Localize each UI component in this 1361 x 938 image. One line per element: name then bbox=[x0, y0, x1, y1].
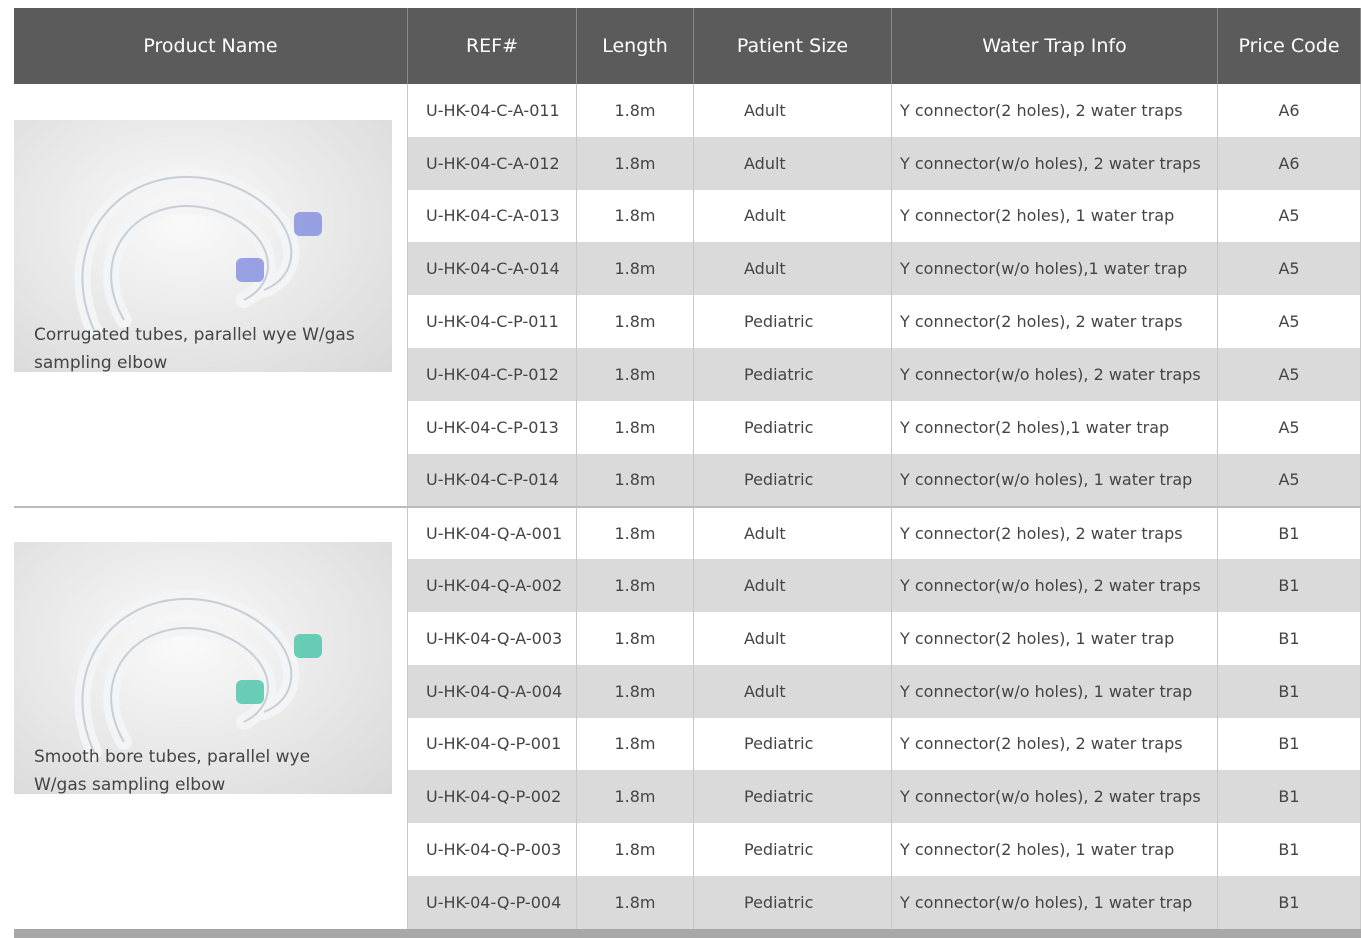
table-cell: U-HK-04-Q-A-003 bbox=[408, 612, 577, 665]
table-cell: B1 bbox=[1218, 876, 1361, 929]
table-cell: 1.8m bbox=[577, 770, 694, 823]
table-cell: Y connector(2 holes),1 water trap bbox=[892, 401, 1218, 454]
table-cell: B1 bbox=[1218, 718, 1361, 771]
table-cell: A6 bbox=[1218, 137, 1361, 190]
table-cell: U-HK-04-C-A-011 bbox=[408, 84, 577, 137]
bottom-rule bbox=[14, 929, 1361, 938]
table-cell: U-HK-04-Q-P-002 bbox=[408, 770, 577, 823]
table-cell: 1.8m bbox=[577, 137, 694, 190]
header-cell: Product Name bbox=[14, 8, 408, 84]
table-cell: U-HK-04-C-P-012 bbox=[408, 348, 577, 401]
table-cell: B1 bbox=[1218, 506, 1361, 559]
table-cell: Adult bbox=[694, 665, 892, 718]
table-cell: B1 bbox=[1218, 612, 1361, 665]
table-cell: A5 bbox=[1218, 242, 1361, 295]
table-cell: 1.8m bbox=[577, 612, 694, 665]
table-cell: 1.8m bbox=[577, 665, 694, 718]
table-cell: 1.8m bbox=[577, 506, 694, 559]
table-cell: 1.8m bbox=[577, 348, 694, 401]
table-cell: U-HK-04-C-P-011 bbox=[408, 295, 577, 348]
table-cell: Adult bbox=[694, 137, 892, 190]
table-cell: Y connector(2 holes), 2 water traps bbox=[892, 84, 1218, 137]
table-cell: A5 bbox=[1218, 454, 1361, 507]
table-cell: 1.8m bbox=[577, 401, 694, 454]
table-cell: 1.8m bbox=[577, 559, 694, 612]
table-cell: 1.8m bbox=[577, 190, 694, 243]
table-cell: U-HK-04-Q-A-004 bbox=[408, 665, 577, 718]
table-cell: Y connector(w/o holes),1 water trap bbox=[892, 242, 1218, 295]
table-cell: Y connector(2 holes), 1 water trap bbox=[892, 612, 1218, 665]
table-cell: Y connector(w/o holes), 1 water trap bbox=[892, 876, 1218, 929]
table-cell: Y connector(2 holes), 2 water traps bbox=[892, 295, 1218, 348]
table-cell: Y connector(w/o holes), 1 water trap bbox=[892, 454, 1218, 507]
page: Product NameREF#LengthPatient SizeWater … bbox=[0, 0, 1361, 938]
table-cell: U-HK-04-Q-A-001 bbox=[408, 506, 577, 559]
table-cell: B1 bbox=[1218, 823, 1361, 876]
table-cell: Y connector(w/o holes), 2 water traps bbox=[892, 559, 1218, 612]
header-cell: Length bbox=[577, 8, 694, 84]
table-cell: B1 bbox=[1218, 665, 1361, 718]
table-cell: B1 bbox=[1218, 559, 1361, 612]
table-cell: Y connector(2 holes), 1 water trap bbox=[892, 823, 1218, 876]
table-cell: Pediatric bbox=[694, 348, 892, 401]
table-cell: Pediatric bbox=[694, 770, 892, 823]
table-cell: 1.8m bbox=[577, 876, 694, 929]
table-cell: Pediatric bbox=[694, 718, 892, 771]
table-cell: Adult bbox=[694, 559, 892, 612]
table-cell: Pediatric bbox=[694, 876, 892, 929]
table-cell: Y connector(2 holes), 2 water traps bbox=[892, 718, 1218, 771]
table-cell: U-HK-04-C-A-013 bbox=[408, 190, 577, 243]
table-cell: Adult bbox=[694, 612, 892, 665]
table-cell: Y connector(2 holes), 1 water trap bbox=[892, 190, 1218, 243]
table-cell: B1 bbox=[1218, 770, 1361, 823]
table-cell: U-HK-04-Q-P-004 bbox=[408, 876, 577, 929]
product-description: Corrugated tubes, parallel wye W/gas sam… bbox=[34, 321, 364, 381]
table-cell: A5 bbox=[1218, 295, 1361, 348]
table-cell: 1.8m bbox=[577, 718, 694, 771]
table-cell: Y connector(w/o holes), 1 water trap bbox=[892, 665, 1218, 718]
table-cell: U-HK-04-C-P-014 bbox=[408, 454, 577, 507]
table-cell: Y connector(2 holes), 2 water traps bbox=[892, 506, 1218, 559]
header-cell: Water Trap Info bbox=[892, 8, 1218, 84]
table-cell: U-HK-04-C-A-014 bbox=[408, 242, 577, 295]
table-cell: A5 bbox=[1218, 348, 1361, 401]
table-cell: Y connector(w/o holes), 2 water traps bbox=[892, 137, 1218, 190]
table-cell: Pediatric bbox=[694, 454, 892, 507]
table-cell: Y connector(w/o holes), 2 water traps bbox=[892, 348, 1218, 401]
table-cell: A5 bbox=[1218, 190, 1361, 243]
table-cell: U-HK-04-Q-P-003 bbox=[408, 823, 577, 876]
header-cell: Patient Size bbox=[694, 8, 892, 84]
table-cell: 1.8m bbox=[577, 242, 694, 295]
table-cell: Adult bbox=[694, 84, 892, 137]
table-cell: U-HK-04-C-P-013 bbox=[408, 401, 577, 454]
header-cell: Price Code bbox=[1218, 8, 1361, 84]
table-cell: A6 bbox=[1218, 84, 1361, 137]
table-cell: Adult bbox=[694, 190, 892, 243]
table-cell: Y connector(w/o holes), 2 water traps bbox=[892, 770, 1218, 823]
table-cell: Pediatric bbox=[694, 401, 892, 454]
header-cell: REF# bbox=[408, 8, 577, 84]
table-cell: U-HK-04-C-A-012 bbox=[408, 137, 577, 190]
table-cell: Pediatric bbox=[694, 295, 892, 348]
table-cell: 1.8m bbox=[577, 84, 694, 137]
table-cell: 1.8m bbox=[577, 823, 694, 876]
table-cell: Pediatric bbox=[694, 823, 892, 876]
table-cell: 1.8m bbox=[577, 295, 694, 348]
table-cell: 1.8m bbox=[577, 454, 694, 507]
table-cell: Adult bbox=[694, 506, 892, 559]
product-description: Smooth bore tubes, parallel wye W/gas sa… bbox=[34, 743, 364, 803]
table-cell: U-HK-04-Q-P-001 bbox=[408, 718, 577, 771]
table-cell: Adult bbox=[694, 242, 892, 295]
table-cell: A5 bbox=[1218, 401, 1361, 454]
table-cell: U-HK-04-Q-A-002 bbox=[408, 559, 577, 612]
